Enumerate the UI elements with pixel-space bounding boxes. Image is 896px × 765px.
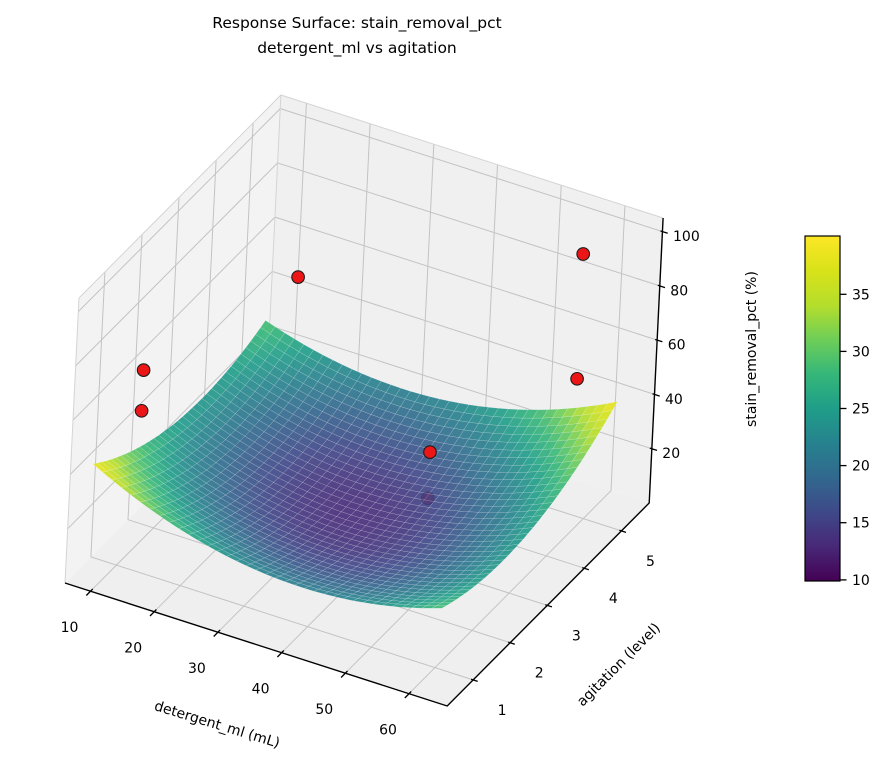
z-axis-label: stain_removal_pct (%) <box>744 271 760 427</box>
svg-text:60: 60 <box>379 723 397 739</box>
svg-text:3: 3 <box>572 628 581 644</box>
svg-text:1: 1 <box>498 703 507 719</box>
chart-title-line1: Response Surface: stain_removal_pct <box>212 14 502 32</box>
chart-title-line2: detergent_ml vs agitation <box>257 39 457 57</box>
svg-text:100: 100 <box>673 229 700 245</box>
svg-text:2: 2 <box>535 666 544 682</box>
svg-text:4: 4 <box>609 591 618 607</box>
svg-text:10: 10 <box>852 573 870 589</box>
svg-text:15: 15 <box>852 516 870 532</box>
svg-text:5: 5 <box>646 554 655 570</box>
svg-text:20: 20 <box>124 641 142 657</box>
svg-text:80: 80 <box>670 283 688 299</box>
svg-text:50: 50 <box>315 702 333 718</box>
svg-text:60: 60 <box>668 338 686 354</box>
chart-title: Response Surface: stain_removal_pct dete… <box>37 11 677 61</box>
svg-text:30: 30 <box>852 344 870 360</box>
svg-text:40: 40 <box>252 682 270 698</box>
svg-text:20: 20 <box>852 459 870 475</box>
svg-text:20: 20 <box>662 446 680 462</box>
svg-text:35: 35 <box>852 287 870 303</box>
svg-text:25: 25 <box>852 402 870 418</box>
svg-text:30: 30 <box>188 661 206 677</box>
svg-text:40: 40 <box>665 392 683 408</box>
svg-text:10: 10 <box>61 620 79 636</box>
